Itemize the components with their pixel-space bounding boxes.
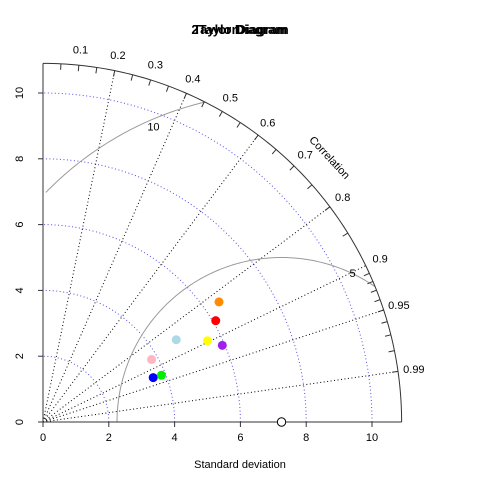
correlation-tick — [113, 70, 116, 77]
rms-contour — [116, 256, 375, 423]
correlation-tick — [363, 272, 370, 277]
x-axis-label: Standard deviation — [194, 459, 286, 471]
x-tick-label: 6 — [237, 432, 243, 444]
rms-contour-label: 5 — [350, 268, 356, 280]
correlation-tick — [77, 65, 80, 72]
correlation-tick — [236, 122, 241, 128]
reference-point — [276, 417, 287, 427]
correlation-axis-label: Correlation — [306, 134, 351, 182]
x-tick-label: 8 — [303, 432, 309, 444]
axes-layer: 0 2 4 6 8 10 0 2 4 6 8 10 0.1 0.2 0.3 0.4 0.5 0.6 0.7 0.8 0.… — [14, 44, 425, 444]
sd-arc — [42, 158, 307, 423]
rms-contour — [45, 101, 205, 193]
correlation-line — [42, 134, 259, 423]
y-tick-label: 0 — [14, 419, 26, 425]
y-tick-label: 8 — [14, 156, 26, 162]
correlation-tick — [342, 232, 349, 237]
correlation-tick-label: 0.95 — [388, 300, 409, 312]
correlation-line — [42, 206, 331, 423]
sd-arc — [42, 224, 241, 423]
data-point — [214, 297, 224, 307]
correlation-tick — [324, 206, 331, 211]
correlation-tick-label: 0.99 — [403, 364, 424, 376]
y-tick-label: 10 — [14, 87, 26, 99]
correlation-tick — [289, 165, 295, 171]
correlation-tick — [218, 111, 223, 117]
data-point — [211, 316, 221, 326]
correlation-tick — [130, 74, 134, 81]
correlation-tick — [201, 101, 205, 108]
correlation-tick-label: 0.7 — [298, 149, 313, 161]
correlation-tick — [254, 134, 259, 141]
x-tick-label: 4 — [172, 432, 178, 444]
correlation-line — [42, 370, 399, 423]
correlation-tick-label: 0.1 — [73, 44, 88, 56]
correlation-tick — [271, 149, 277, 155]
data-point — [217, 340, 227, 350]
correlation-line — [42, 70, 116, 423]
x-tick-label: 10 — [366, 432, 378, 444]
correlation-tick-label: 0.3 — [148, 60, 163, 72]
y-tick-label: 6 — [14, 222, 26, 228]
correlation-tick — [384, 334, 391, 337]
x-tick-label: 0 — [40, 432, 46, 444]
correlation-tick — [165, 85, 169, 92]
correlation-tick — [392, 370, 399, 373]
correlation-tick — [388, 350, 395, 353]
data-point — [148, 373, 158, 383]
data-point — [156, 370, 166, 380]
y-tick-label: 2 — [14, 353, 26, 359]
correlation-tick — [95, 67, 98, 74]
marks-layer — [147, 297, 287, 427]
sd-arc — [42, 289, 176, 423]
grid-layer: 5 10 — [42, 70, 399, 423]
correlation-tick-label: 0.9 — [373, 254, 388, 266]
correlation-tick — [374, 299, 381, 303]
correlation-tick — [183, 93, 187, 100]
data-point — [147, 354, 157, 364]
correlation-tick-label: 0.4 — [185, 74, 200, 86]
sd-arc — [42, 355, 110, 423]
correlation-tick — [307, 184, 313, 190]
correlation-tick-label: 0.5 — [223, 93, 238, 105]
correlation-tick — [377, 309, 384, 313]
data-point — [203, 336, 212, 346]
correlation-tick — [381, 321, 388, 324]
rms-contour-label: 10 — [147, 121, 159, 133]
chart-title: 2TaylorDiagram — [191, 22, 288, 37]
correlation-line — [42, 309, 384, 423]
data-point — [171, 335, 181, 345]
sd-arc — [42, 92, 373, 423]
outer-arc — [42, 62, 403, 423]
y-tick-label: 4 — [14, 287, 26, 293]
correlation-tick — [148, 79, 152, 86]
correlation-tick-label: 0.8 — [335, 192, 350, 204]
x-tick-label: 2 — [106, 432, 112, 444]
correlation-tick — [367, 280, 374, 285]
correlation-tick-label: 0.2 — [110, 50, 125, 62]
chart-title-overlay: Taylor Diagram — [193, 22, 287, 37]
correlation-tick-label: 0.6 — [260, 117, 275, 129]
correlation-line — [42, 93, 187, 423]
correlation-tick — [370, 289, 377, 293]
